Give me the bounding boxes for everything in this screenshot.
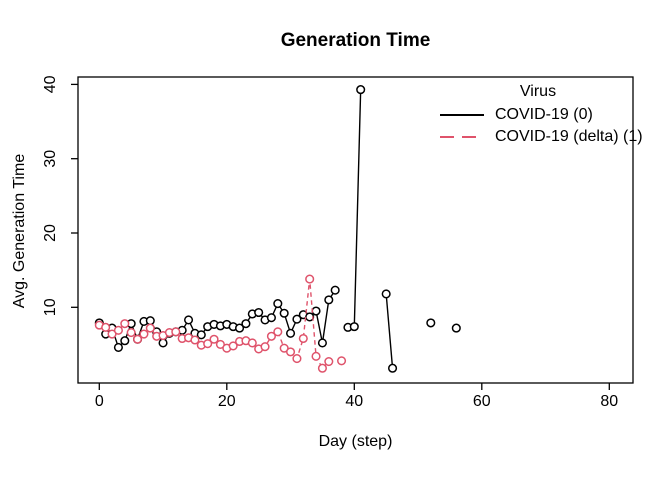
data-point-1 bbox=[101, 322, 111, 332]
data-point-1 bbox=[209, 334, 219, 344]
legend-dashed-line-swatch bbox=[440, 136, 484, 138]
legend-title: Virus bbox=[519, 83, 557, 100]
data-point-0 bbox=[113, 342, 123, 352]
data-point-0 bbox=[196, 330, 206, 340]
data-point-1 bbox=[228, 341, 238, 351]
data-point-0 bbox=[426, 318, 436, 328]
data-point-1 bbox=[145, 323, 155, 333]
data-point-1 bbox=[171, 327, 181, 337]
data-point-0 bbox=[145, 316, 155, 326]
data-point-0 bbox=[317, 338, 327, 348]
y-axis-label: Avg. Generation Time bbox=[11, 153, 28, 309]
data-point-0 bbox=[241, 319, 251, 329]
x-tick-label: 20 bbox=[218, 393, 236, 410]
data-point-0 bbox=[356, 85, 366, 95]
data-point-1 bbox=[126, 328, 136, 338]
y-tick-label: 30 bbox=[42, 150, 59, 168]
data-point-1 bbox=[133, 334, 143, 344]
data-point-1 bbox=[298, 333, 308, 344]
data-point-0 bbox=[330, 285, 340, 295]
data-point-0 bbox=[254, 307, 264, 318]
data-point-1 bbox=[190, 335, 200, 345]
x-axis-label: Day (step) bbox=[318, 433, 393, 450]
legend-solid-line-swatch bbox=[440, 114, 484, 116]
series-line-0 bbox=[347, 89, 362, 329]
y-tick-label: 40 bbox=[42, 75, 59, 93]
data-point-0 bbox=[381, 289, 391, 299]
legend-entry: COVID-19 (delta) (1) bbox=[440, 126, 643, 148]
data-point-1 bbox=[266, 331, 276, 341]
data-point-0 bbox=[273, 299, 283, 309]
plot-border bbox=[77, 76, 634, 384]
legend: Virus COVID-19 (0) COVID-19 (delta) (1) bbox=[440, 83, 643, 148]
data-point-1 bbox=[247, 338, 257, 348]
data-point-0 bbox=[451, 323, 461, 333]
data-point-0 bbox=[292, 314, 302, 324]
x-tick-label: 60 bbox=[473, 393, 491, 410]
x-tick-label: 40 bbox=[345, 393, 363, 410]
data-point-1 bbox=[139, 329, 149, 339]
data-point-1 bbox=[113, 325, 123, 335]
data-point-1 bbox=[292, 354, 302, 364]
data-point-0 bbox=[286, 328, 296, 338]
legend-entry: COVID-19 (0) bbox=[440, 104, 636, 126]
data-point-1 bbox=[317, 363, 327, 373]
data-point-0 bbox=[324, 295, 334, 305]
data-point-0 bbox=[158, 338, 168, 348]
data-point-1 bbox=[260, 342, 270, 352]
x-tick-label: 0 bbox=[95, 393, 104, 410]
data-point-1 bbox=[120, 319, 130, 329]
data-point-1 bbox=[337, 356, 347, 366]
data-point-0 bbox=[235, 323, 245, 333]
legend-entry-label: COVID-19 (delta) (1) bbox=[495, 128, 643, 145]
chart-title: Generation Time bbox=[280, 30, 431, 51]
series-line-0 bbox=[385, 293, 394, 369]
legend-entry-label: COVID-19 (0) bbox=[495, 106, 593, 123]
data-point-1 bbox=[286, 347, 296, 357]
data-point-1 bbox=[305, 274, 315, 284]
data-point-0 bbox=[266, 313, 276, 323]
data-point-1 bbox=[203, 339, 213, 349]
y-tick-label: 20 bbox=[42, 224, 59, 242]
x-tick-label: 80 bbox=[600, 393, 618, 410]
data-point-0 bbox=[120, 336, 130, 346]
data-point-0 bbox=[279, 308, 289, 318]
data-point-0 bbox=[388, 363, 398, 373]
y-tick-label: 10 bbox=[42, 298, 59, 316]
data-point-1 bbox=[324, 356, 334, 367]
data-point-0 bbox=[184, 315, 194, 325]
data-point-0 bbox=[311, 306, 321, 316]
data-point-0 bbox=[349, 322, 359, 332]
data-point-1 bbox=[273, 327, 283, 337]
data-point-1 bbox=[311, 351, 321, 361]
